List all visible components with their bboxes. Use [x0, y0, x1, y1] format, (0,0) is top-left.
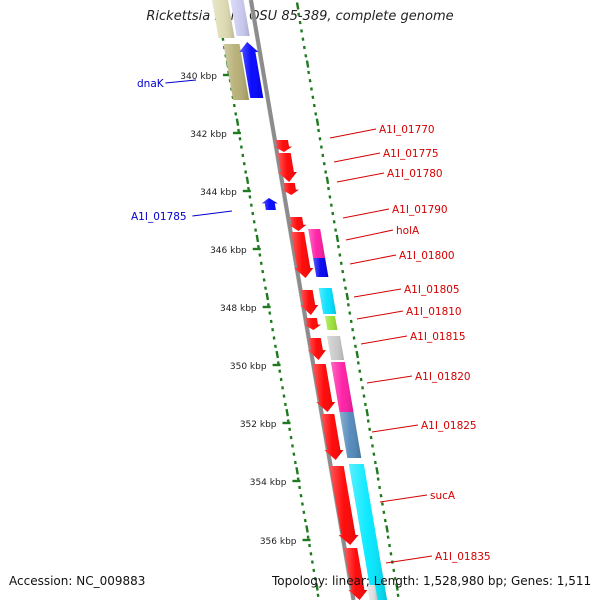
- gene-arrow-A1I_01790: [288, 217, 307, 231]
- gene-label-A1I_01780[interactable]: A1I_01780: [387, 168, 443, 180]
- ruler-label: 348 kbp: [220, 304, 257, 314]
- gene-label-A1I_01835[interactable]: A1I_01835: [435, 551, 491, 563]
- gene-features: [212, 0, 388, 600]
- gene-arrow-sucA: [329, 466, 359, 545]
- ruler-label: 350 kbp: [230, 362, 267, 372]
- gene-block-olive: [223, 44, 250, 100]
- gene-arrow-A1I_01770: [274, 140, 293, 152]
- ruler-label: 342 kbp: [190, 130, 227, 140]
- gene-label-A1I_01800[interactable]: A1I_01800: [399, 250, 455, 262]
- gene-label-A1I_01825[interactable]: A1I_01825: [421, 420, 477, 432]
- category-block-steelblue: [339, 412, 362, 458]
- gene-label-A1I_01770[interactable]: A1I_01770: [379, 124, 435, 136]
- ruler-label: 344 kbp: [200, 188, 237, 198]
- accession-text: Accession: NC_009883: [9, 574, 146, 588]
- ruler-label: 346 kbp: [210, 246, 247, 256]
- category-block-grey: [327, 336, 345, 360]
- category-block-white: [367, 585, 378, 600]
- category-block-pink-2: [330, 362, 354, 412]
- gene-arrow-A1I_01825: [321, 414, 344, 460]
- gene-label-A1I_01810[interactable]: A1I_01810: [406, 306, 462, 318]
- gene-label-A1I_01775[interactable]: A1I_01775: [383, 148, 439, 160]
- kbp-ruler: 340 kbp 342 kbp 344 kbp 346 kbp 348 kbp 350 k…: [180, 72, 311, 547]
- gene-block-olive-top: [212, 0, 235, 38]
- gene-label-holA[interactable]: holA: [396, 225, 420, 237]
- gene-arrow-A1I_01835: [344, 548, 368, 600]
- ruler-label: 340 kbp: [180, 72, 217, 82]
- gene-arrow-A1I_01820: [312, 364, 336, 412]
- gene-arrow-A1I_01785: [261, 198, 278, 210]
- gene-label-A1I_01815[interactable]: A1I_01815: [410, 331, 466, 343]
- ruler-label: 352 kbp: [240, 420, 277, 430]
- gene-label-sucA[interactable]: sucA: [430, 490, 456, 502]
- gene-block-lavender-top: [230, 0, 250, 36]
- gene-labels: dnaK A1I_01770 A1I_01775 A1I_01780 A1I_01785…: [131, 78, 491, 564]
- category-block-cyan-1: [318, 288, 337, 314]
- gene-arrow-A1I_01805: [300, 290, 319, 315]
- gene-label-A1I_01785[interactable]: A1I_01785: [131, 211, 187, 223]
- gene-arrow-holA: [291, 232, 314, 278]
- gene-arrow-A1I_01780: [281, 183, 299, 195]
- gene-arrow-A1I_01810: [304, 318, 321, 330]
- gene-arrow-dnaK: [239, 42, 264, 98]
- category-block-cyan-2: [348, 464, 388, 600]
- gene-label-dnaK[interactable]: dnaK: [137, 78, 165, 90]
- gene-label-A1I_01805[interactable]: A1I_01805: [404, 284, 460, 296]
- gene-label-A1I_01790[interactable]: A1I_01790: [392, 204, 448, 216]
- category-block-green: [325, 316, 338, 330]
- category-block-blue: [313, 258, 329, 277]
- ruler-label: 356 kbp: [260, 537, 297, 547]
- ruler-label: 354 kbp: [250, 478, 287, 488]
- category-block-pink-1: [308, 229, 326, 258]
- gene-label-A1I_01820[interactable]: A1I_01820: [415, 371, 471, 383]
- gene-arrow-A1I_01815: [307, 338, 326, 360]
- genome-summary-text: Topology: linear; Length: 1,528,980 bp; …: [272, 574, 592, 588]
- gene-arrow-A1I_01775: [277, 153, 297, 182]
- tick-columns: [215, 2, 400, 598]
